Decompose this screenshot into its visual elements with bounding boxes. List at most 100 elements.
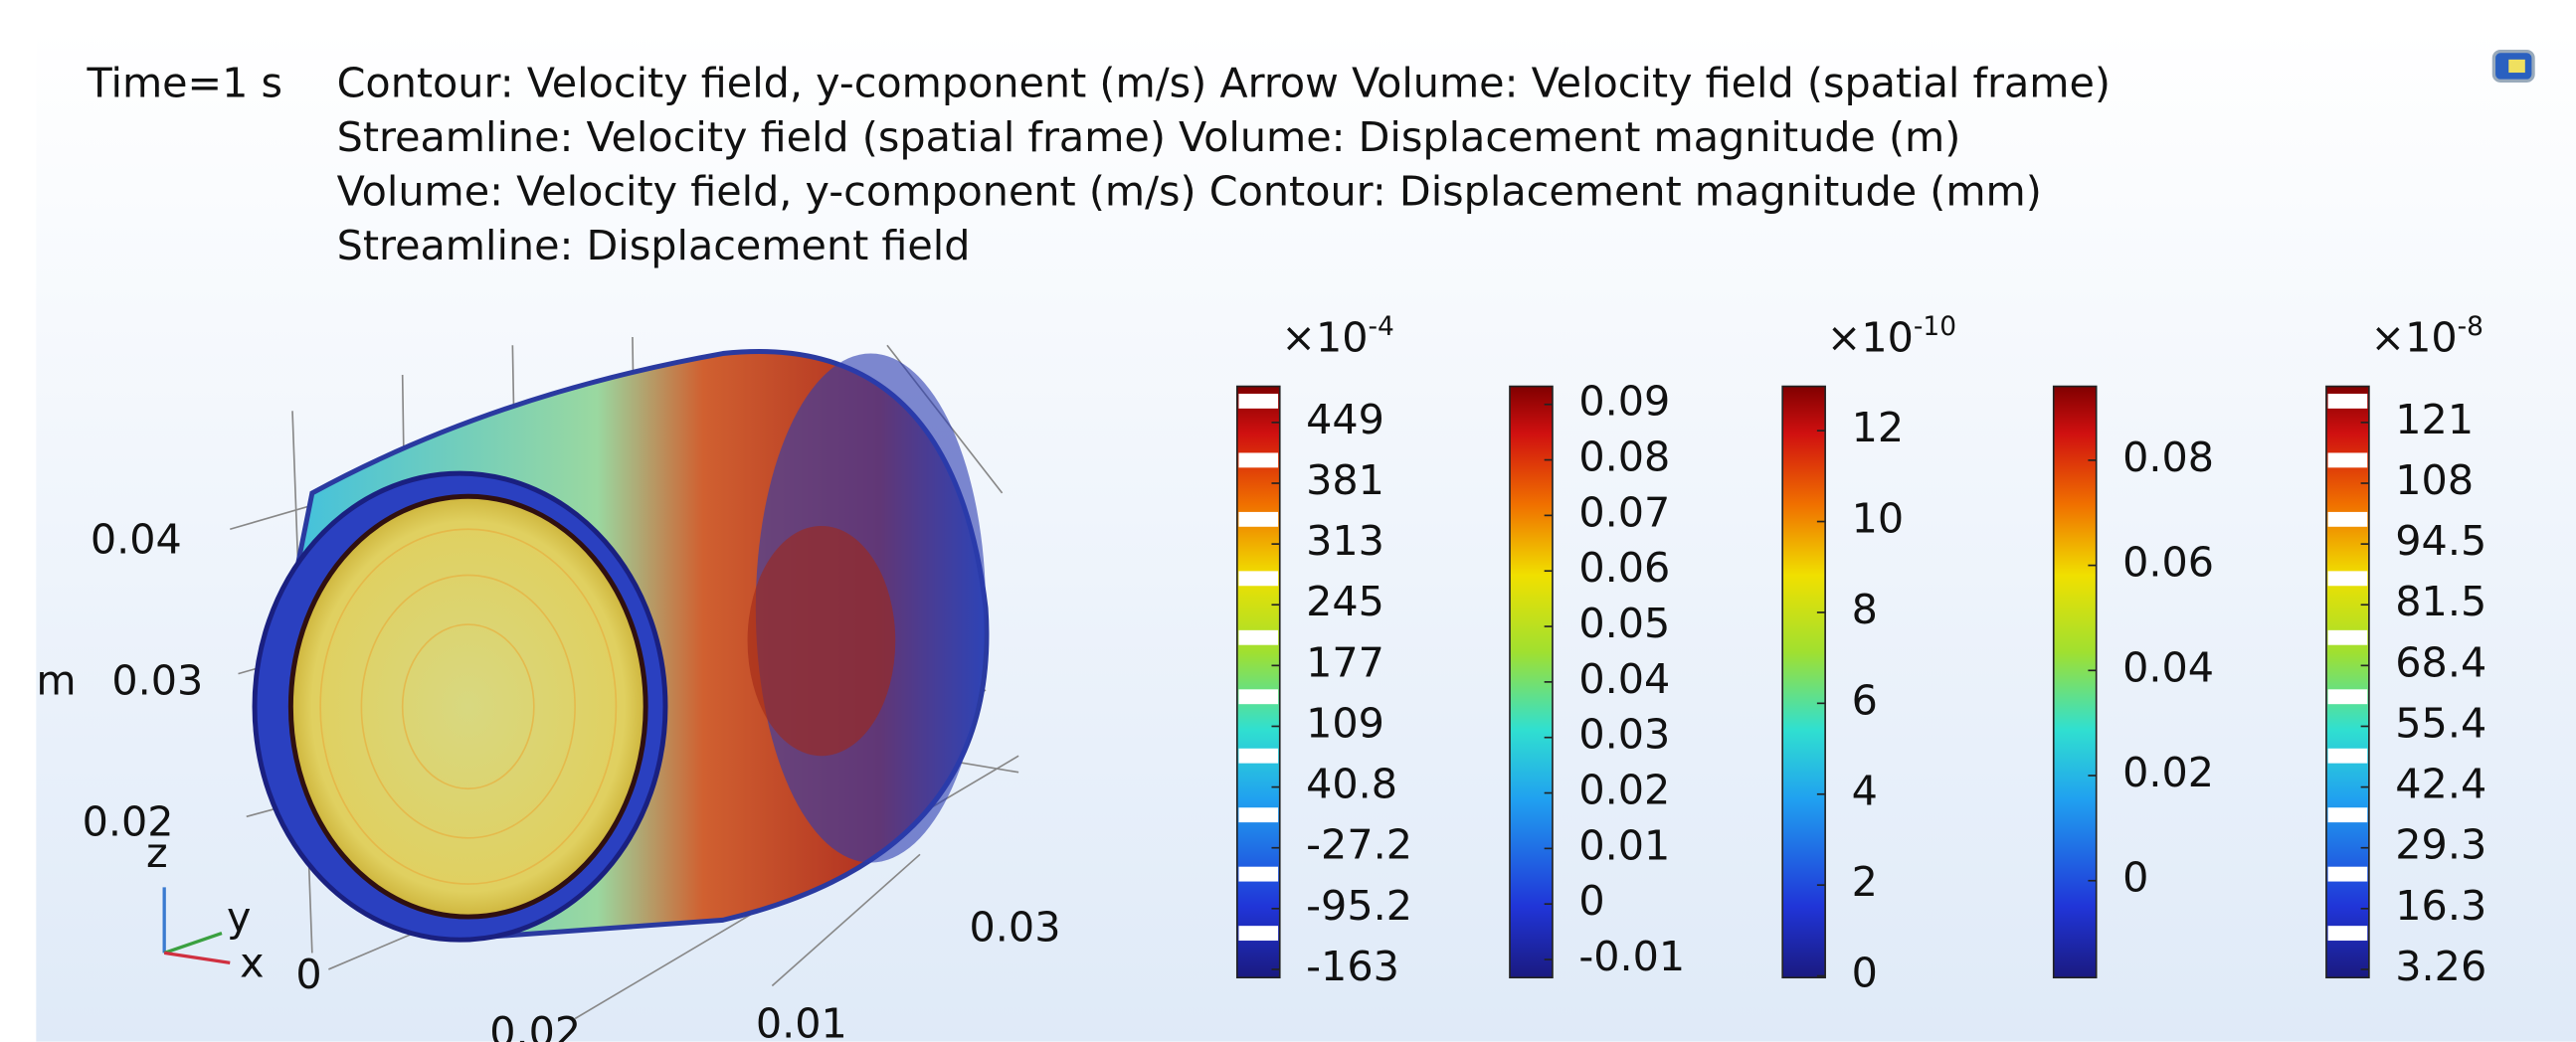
legend-tick-label: 0.02	[2122, 749, 2214, 796]
legend-tick-label: 42.4	[2395, 761, 2486, 808]
contour-stripe	[1238, 511, 1279, 527]
contour-stripe	[1238, 926, 1279, 942]
plot-title-line: Contour: Velocity field, y-component (m/…	[337, 59, 2111, 106]
z-tick-label: 0.02	[83, 798, 174, 846]
legend-tick-label: 0.03	[1578, 711, 1670, 759]
contour-stripe	[1238, 689, 1279, 705]
legend-exponent: ×10-4	[1281, 311, 1393, 362]
exponent-base: ×10	[2371, 313, 2458, 361]
contour-stripe	[2327, 807, 2368, 823]
contour-stripe	[2327, 689, 2368, 705]
color-legend: 0.08 0.06 0.04 0.02 0	[2052, 385, 2214, 979]
contour-stripe	[1238, 393, 1279, 409]
legend-tick-label: 0.04	[2122, 643, 2214, 691]
plot-title-line: Streamline: Velocity field (spatial fram…	[337, 113, 1961, 161]
exponent-base: ×10	[1827, 313, 1914, 361]
color-bar	[2325, 385, 2370, 979]
time-label: Time=1 s	[87, 59, 283, 106]
color-legend: ×10-10 12 10 8 6 4 2 0	[1781, 311, 1956, 997]
plot-title-line: Volume: Velocity field, y-component (m/s…	[337, 167, 2042, 215]
legend-tick-label: 313	[1306, 517, 1384, 565]
legend-tick-label: 8	[1852, 586, 1878, 633]
triad-label: z	[146, 829, 168, 877]
legend-tick-label: 94.5	[2395, 517, 2486, 565]
legend-exponent: ×10-10	[1827, 311, 1956, 362]
legend-tick-label: 4	[1852, 768, 1878, 815]
legend-tick-label: 0.02	[1578, 767, 1670, 814]
z-tick-label: 0.04	[91, 515, 182, 563]
legend-tick-label: 449	[1306, 396, 1384, 443]
x-tick-label: 0.02	[489, 1008, 581, 1042]
contour-stripe	[1238, 866, 1279, 882]
exponent-power: -4	[1369, 311, 1394, 342]
legend-tick-label: 12	[1852, 404, 1905, 451]
legend-tick-label: 6	[1852, 676, 1878, 724]
legend-tick-label: 68.4	[2395, 638, 2486, 686]
legend-tick-label: 16.3	[2395, 882, 2486, 930]
color-bar	[1235, 385, 1281, 979]
contour-stripe	[1238, 629, 1279, 645]
plot-titles: Contour: Velocity field, y-component (m/…	[337, 59, 2111, 269]
legend-tick-label: 55.4	[2395, 699, 2486, 747]
contour-stripe	[2327, 748, 2368, 764]
z-tick-label: 0.03	[111, 657, 203, 705]
cylinder-plot	[252, 349, 990, 943]
legend-tick-label: -163	[1306, 943, 1399, 990]
triad-label: x	[240, 940, 264, 987]
legend-tick-label: 0	[1578, 877, 1604, 925]
color-bar	[1781, 385, 1826, 979]
triad-label: y	[227, 893, 251, 941]
y-tick-label: 0.03	[970, 903, 1061, 951]
app-icon[interactable]	[2491, 49, 2535, 83]
contour-stripe	[2327, 571, 2368, 587]
legend-tick-label: 29.3	[2395, 821, 2486, 869]
axis-triad	[162, 887, 231, 964]
contour-stripe	[2327, 511, 2368, 527]
origin-label: 0	[295, 951, 321, 998]
contour-stripe	[2327, 866, 2368, 882]
color-legend: ×10-4 449 381 313 245 177 109 40.8 -27.2 -95.2 -16…	[1235, 311, 1412, 990]
exponent-power: -10	[1914, 311, 1956, 342]
contour-stripe	[2327, 629, 2368, 645]
legend-tick-label: 109	[1306, 699, 1384, 747]
x-tick-label: 0.01	[756, 1000, 847, 1042]
legend-tick-label: 10	[1852, 495, 1905, 543]
legend-tick-label: -0.01	[1578, 933, 1685, 980]
contour-stripe	[2327, 452, 2368, 468]
legend-tick-label: 121	[2395, 396, 2474, 443]
legend-tick-label: 3.26	[2395, 943, 2486, 990]
legend-tick-label: 0.08	[2122, 434, 2214, 481]
color-legends: ×10-444938131324517710940.8-27.2-95.2-16…	[1235, 311, 2486, 997]
legend-tick-label: 0.09	[1578, 378, 1670, 426]
legend-tick-label: 0.08	[1578, 434, 1670, 481]
legend-tick-label: 0.07	[1578, 488, 1670, 536]
legend-tick-label: -27.2	[1306, 821, 1412, 869]
legend-tick-label: -95.2	[1306, 882, 1412, 930]
legend-tick-label: 40.8	[1306, 761, 1397, 808]
legend-tick-label: 0	[1852, 950, 1878, 997]
legend-tick-label: 81.5	[2395, 578, 2486, 625]
contour-stripe	[1238, 452, 1279, 468]
legend-tick-label: 0.06	[1578, 544, 1670, 592]
axis-unit: m	[36, 657, 76, 705]
contour-stripe	[2327, 393, 2368, 409]
legend-tick-label: 177	[1306, 638, 1384, 686]
plot-title-line: Streamline: Displacement field	[337, 222, 971, 269]
color-legend: 0.09 0.08 0.07 0.06 0.05 0.04 0.03 0.02 0.01 0 -0.…	[1509, 378, 1685, 980]
legend-tick-label: 2	[1852, 858, 1878, 906]
color-bar	[2052, 385, 2098, 979]
legend-exponent: ×10-8	[2371, 311, 2484, 362]
legend-tick-label: 0.05	[1578, 600, 1670, 647]
contour-stripe	[1238, 748, 1279, 764]
legend-tick-label: 108	[2395, 456, 2474, 504]
legend-tick-label: 0	[2122, 854, 2148, 902]
legend-tick-label: 0.04	[1578, 655, 1670, 703]
color-legend: ×10-8 121 108 94.5 81.5 68.4 55.4 42.4 29.3 16.3 3…	[2325, 311, 2486, 990]
contour-stripe	[1238, 571, 1279, 587]
exponent-base: ×10	[1281, 313, 1368, 361]
contour-stripe	[1238, 807, 1279, 823]
legend-tick-label: 0.06	[2122, 539, 2214, 587]
contour-stripe	[2327, 926, 2368, 942]
